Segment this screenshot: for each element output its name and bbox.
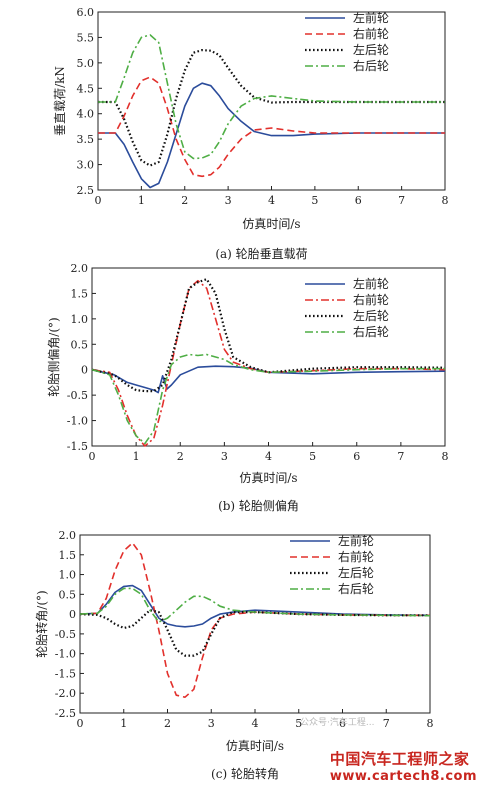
series-line xyxy=(79,584,431,628)
legend-label: 左前轮 xyxy=(353,10,389,25)
x-axis-label: 仿真时间/s xyxy=(242,217,300,231)
y-tick-label: 1.0 xyxy=(59,569,77,582)
chart-caption: (a) 轮胎垂直载荷 xyxy=(215,247,307,261)
x-tick-label: 4 xyxy=(268,194,275,207)
y-tick-label: 2.0 xyxy=(71,262,89,275)
series-line xyxy=(79,542,430,698)
x-tick-label: 3 xyxy=(221,450,228,463)
x-tick-label: 1 xyxy=(133,450,140,463)
chart-caption: (b) 轮胎侧偏角 xyxy=(218,498,299,513)
y-axis-label: 垂直载荷/kN xyxy=(53,66,67,136)
y-tick-label: 1.5 xyxy=(71,287,89,300)
x-tick-label: 1 xyxy=(138,194,145,207)
y-tick-label: -1.0 xyxy=(55,648,76,661)
x-axis-label: 仿真时间/s xyxy=(239,471,297,485)
x-tick-label: 2 xyxy=(177,450,184,463)
y-tick-label: 4.0 xyxy=(77,108,95,121)
y-tick-label: -1.0 xyxy=(67,415,88,428)
y-tick-label: -1.5 xyxy=(55,667,76,680)
x-tick-label: 0 xyxy=(95,194,102,207)
y-tick-label: 1.5 xyxy=(59,549,77,562)
wechat-watermark: 公众号·汽车工程... xyxy=(300,718,375,728)
x-tick-label: 7 xyxy=(398,194,405,207)
x-tick-label: 8 xyxy=(427,717,434,730)
y-tick-label: -2.5 xyxy=(55,707,76,720)
watermark-brand: 中国汽车工程师之家 xyxy=(329,750,470,768)
series-line xyxy=(98,34,445,160)
chart-1: 0 1 2 3 4 5 6 7 8 2.5 3.0 3.5 4.0 4.5 5.0 5.5 6.0 左前轮右前轮左… xyxy=(53,6,449,261)
legend-label: 左后轮 xyxy=(353,42,389,57)
x-tick-label: 2 xyxy=(181,194,188,207)
series-line xyxy=(91,353,445,445)
x-axis-label: 仿真时间/s xyxy=(226,739,284,753)
x-tick-label: 3 xyxy=(208,717,215,730)
x-tick-label: 8 xyxy=(442,450,449,463)
x-tick-label: 8 xyxy=(442,194,449,207)
x-tick-label: 7 xyxy=(383,717,390,730)
y-tick-label: 1.0 xyxy=(71,313,89,326)
chart-caption: (c) 轮胎转角 xyxy=(211,766,279,781)
y-tick-label: 2.5 xyxy=(77,184,95,197)
series-line xyxy=(98,82,445,189)
legend-label: 右前轮 xyxy=(353,292,389,307)
series-line xyxy=(79,587,431,623)
chart-2: 0 1 2 3 4 5 6 7 8 -1.5 -1.0 -0.5 0 0.5 1.0 1.5 2.0 左前轮右前轮… xyxy=(46,262,449,513)
y-tick-label: 3.5 xyxy=(77,133,95,146)
x-tick-label: 4 xyxy=(265,450,272,463)
series-line xyxy=(91,279,446,447)
legend-label: 右前轮 xyxy=(338,549,374,564)
x-tick-label: 0 xyxy=(89,450,96,463)
y-tick-label: 2.0 xyxy=(59,529,77,542)
legend-label: 左前轮 xyxy=(353,276,389,291)
plot-frame xyxy=(97,11,446,191)
legend-label: 左后轮 xyxy=(353,308,389,323)
legend-label: 右后轮 xyxy=(338,581,374,596)
x-tick-label: 2 xyxy=(164,717,171,730)
y-axis-label: 轮胎侧偏角/(°) xyxy=(46,317,61,396)
y-tick-label: -0.5 xyxy=(67,389,88,402)
series-line xyxy=(98,49,445,167)
y-axis-label: 轮胎转角/(°) xyxy=(34,590,49,657)
legend-label: 右后轮 xyxy=(353,58,389,73)
x-tick-label: 5 xyxy=(309,450,316,463)
x-tick-label: 1 xyxy=(120,717,127,730)
x-tick-label: 6 xyxy=(339,717,346,730)
series-line xyxy=(98,76,445,178)
y-tick-label: -1.5 xyxy=(67,440,88,453)
y-tick-label: 0 xyxy=(81,364,88,377)
y-tick-label: 0 xyxy=(69,608,76,621)
x-tick-label: 7 xyxy=(397,450,404,463)
series-line xyxy=(79,609,430,657)
series-line xyxy=(91,365,446,394)
site-watermark: 中国汽车工程师之家 www.cartech8.com xyxy=(330,748,477,784)
y-tick-label: 5.0 xyxy=(77,57,95,70)
y-tick-label: 0.5 xyxy=(71,338,89,351)
y-tick-label: -2.0 xyxy=(55,687,76,700)
plot-frame xyxy=(91,267,446,447)
plot-frame xyxy=(79,534,431,714)
y-tick-label: -0.5 xyxy=(55,628,76,641)
y-tick-label: 4.5 xyxy=(77,82,95,95)
legend-label: 左前轮 xyxy=(338,533,374,548)
x-tick-label: 5 xyxy=(295,717,302,730)
x-tick-label: 4 xyxy=(252,717,259,730)
x-tick-label: 0 xyxy=(77,717,84,730)
chart-3: 0 1 2 3 4 5 6 7 8 -2.5 -2.0 -1.5 -1.0 -0.5 0 0.5 1.0 1.5 2… xyxy=(34,529,434,781)
y-tick-label: 0.5 xyxy=(59,588,77,601)
watermark-site: www.cartech8.com xyxy=(329,769,477,784)
x-tick-label: 6 xyxy=(353,450,360,463)
legend-label: 右后轮 xyxy=(353,324,389,339)
y-tick-label: 3.0 xyxy=(77,159,95,172)
y-tick-label: 5.5 xyxy=(77,31,95,44)
legend-label: 右前轮 xyxy=(353,26,389,41)
legend-label: 左后轮 xyxy=(338,565,374,580)
series-line xyxy=(91,278,446,393)
x-tick-label: 3 xyxy=(225,194,232,207)
x-tick-label: 5 xyxy=(311,194,318,207)
x-tick-label: 6 xyxy=(355,194,362,207)
y-tick-label: 6.0 xyxy=(77,6,95,19)
